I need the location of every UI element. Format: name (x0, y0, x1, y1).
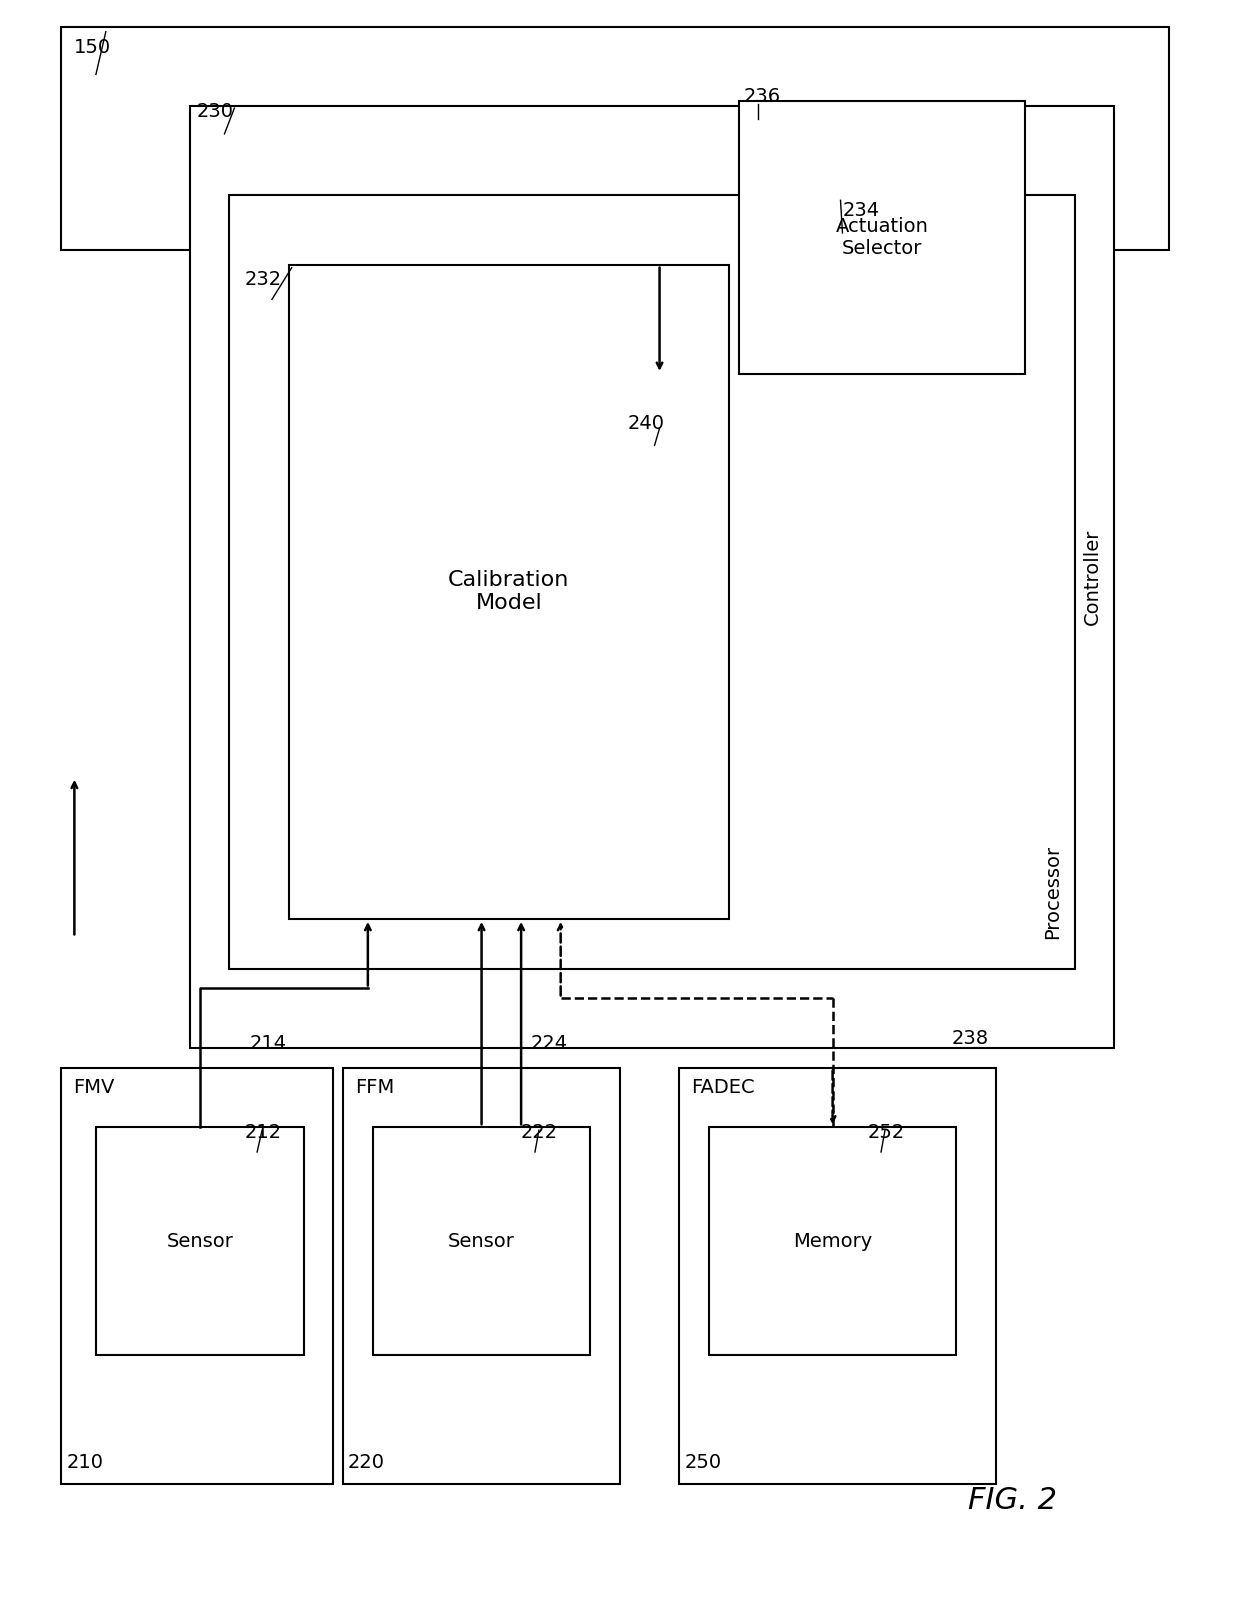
Text: 240: 240 (627, 414, 665, 434)
FancyBboxPatch shape (289, 265, 729, 919)
Text: Calibration
Model: Calibration Model (448, 570, 569, 613)
Text: 214: 214 (249, 1034, 286, 1053)
Text: Actuation
Selector: Actuation Selector (836, 217, 929, 257)
Text: Memory: Memory (792, 1231, 872, 1251)
FancyBboxPatch shape (190, 107, 1115, 1048)
FancyBboxPatch shape (739, 102, 1025, 374)
Text: 222: 222 (521, 1123, 558, 1142)
Text: Sensor: Sensor (166, 1231, 233, 1251)
Text: FMV: FMV (73, 1078, 115, 1097)
Text: 250: 250 (684, 1453, 722, 1472)
Text: 238: 238 (951, 1029, 988, 1048)
Text: 212: 212 (244, 1123, 281, 1142)
Text: 232: 232 (244, 270, 281, 290)
FancyBboxPatch shape (95, 1128, 304, 1356)
Text: 234: 234 (842, 201, 879, 220)
Text: 220: 220 (348, 1453, 386, 1472)
Text: 252: 252 (867, 1123, 904, 1142)
Text: 224: 224 (531, 1034, 568, 1053)
FancyBboxPatch shape (343, 1068, 620, 1484)
Text: Controller: Controller (1083, 529, 1102, 625)
FancyBboxPatch shape (709, 1128, 956, 1356)
Text: 230: 230 (197, 102, 234, 121)
FancyBboxPatch shape (61, 28, 1169, 249)
Text: Processor: Processor (1044, 845, 1063, 938)
Text: FADEC: FADEC (692, 1078, 755, 1097)
FancyBboxPatch shape (229, 196, 1075, 969)
FancyBboxPatch shape (373, 1128, 590, 1356)
Text: FIG. 2: FIG. 2 (968, 1485, 1056, 1514)
Text: FFM: FFM (356, 1078, 394, 1097)
Text: 236: 236 (744, 87, 781, 107)
FancyBboxPatch shape (680, 1068, 996, 1484)
Text: 210: 210 (66, 1453, 103, 1472)
Text: Sensor: Sensor (448, 1231, 515, 1251)
Text: 150: 150 (74, 37, 112, 57)
FancyBboxPatch shape (61, 1068, 334, 1484)
